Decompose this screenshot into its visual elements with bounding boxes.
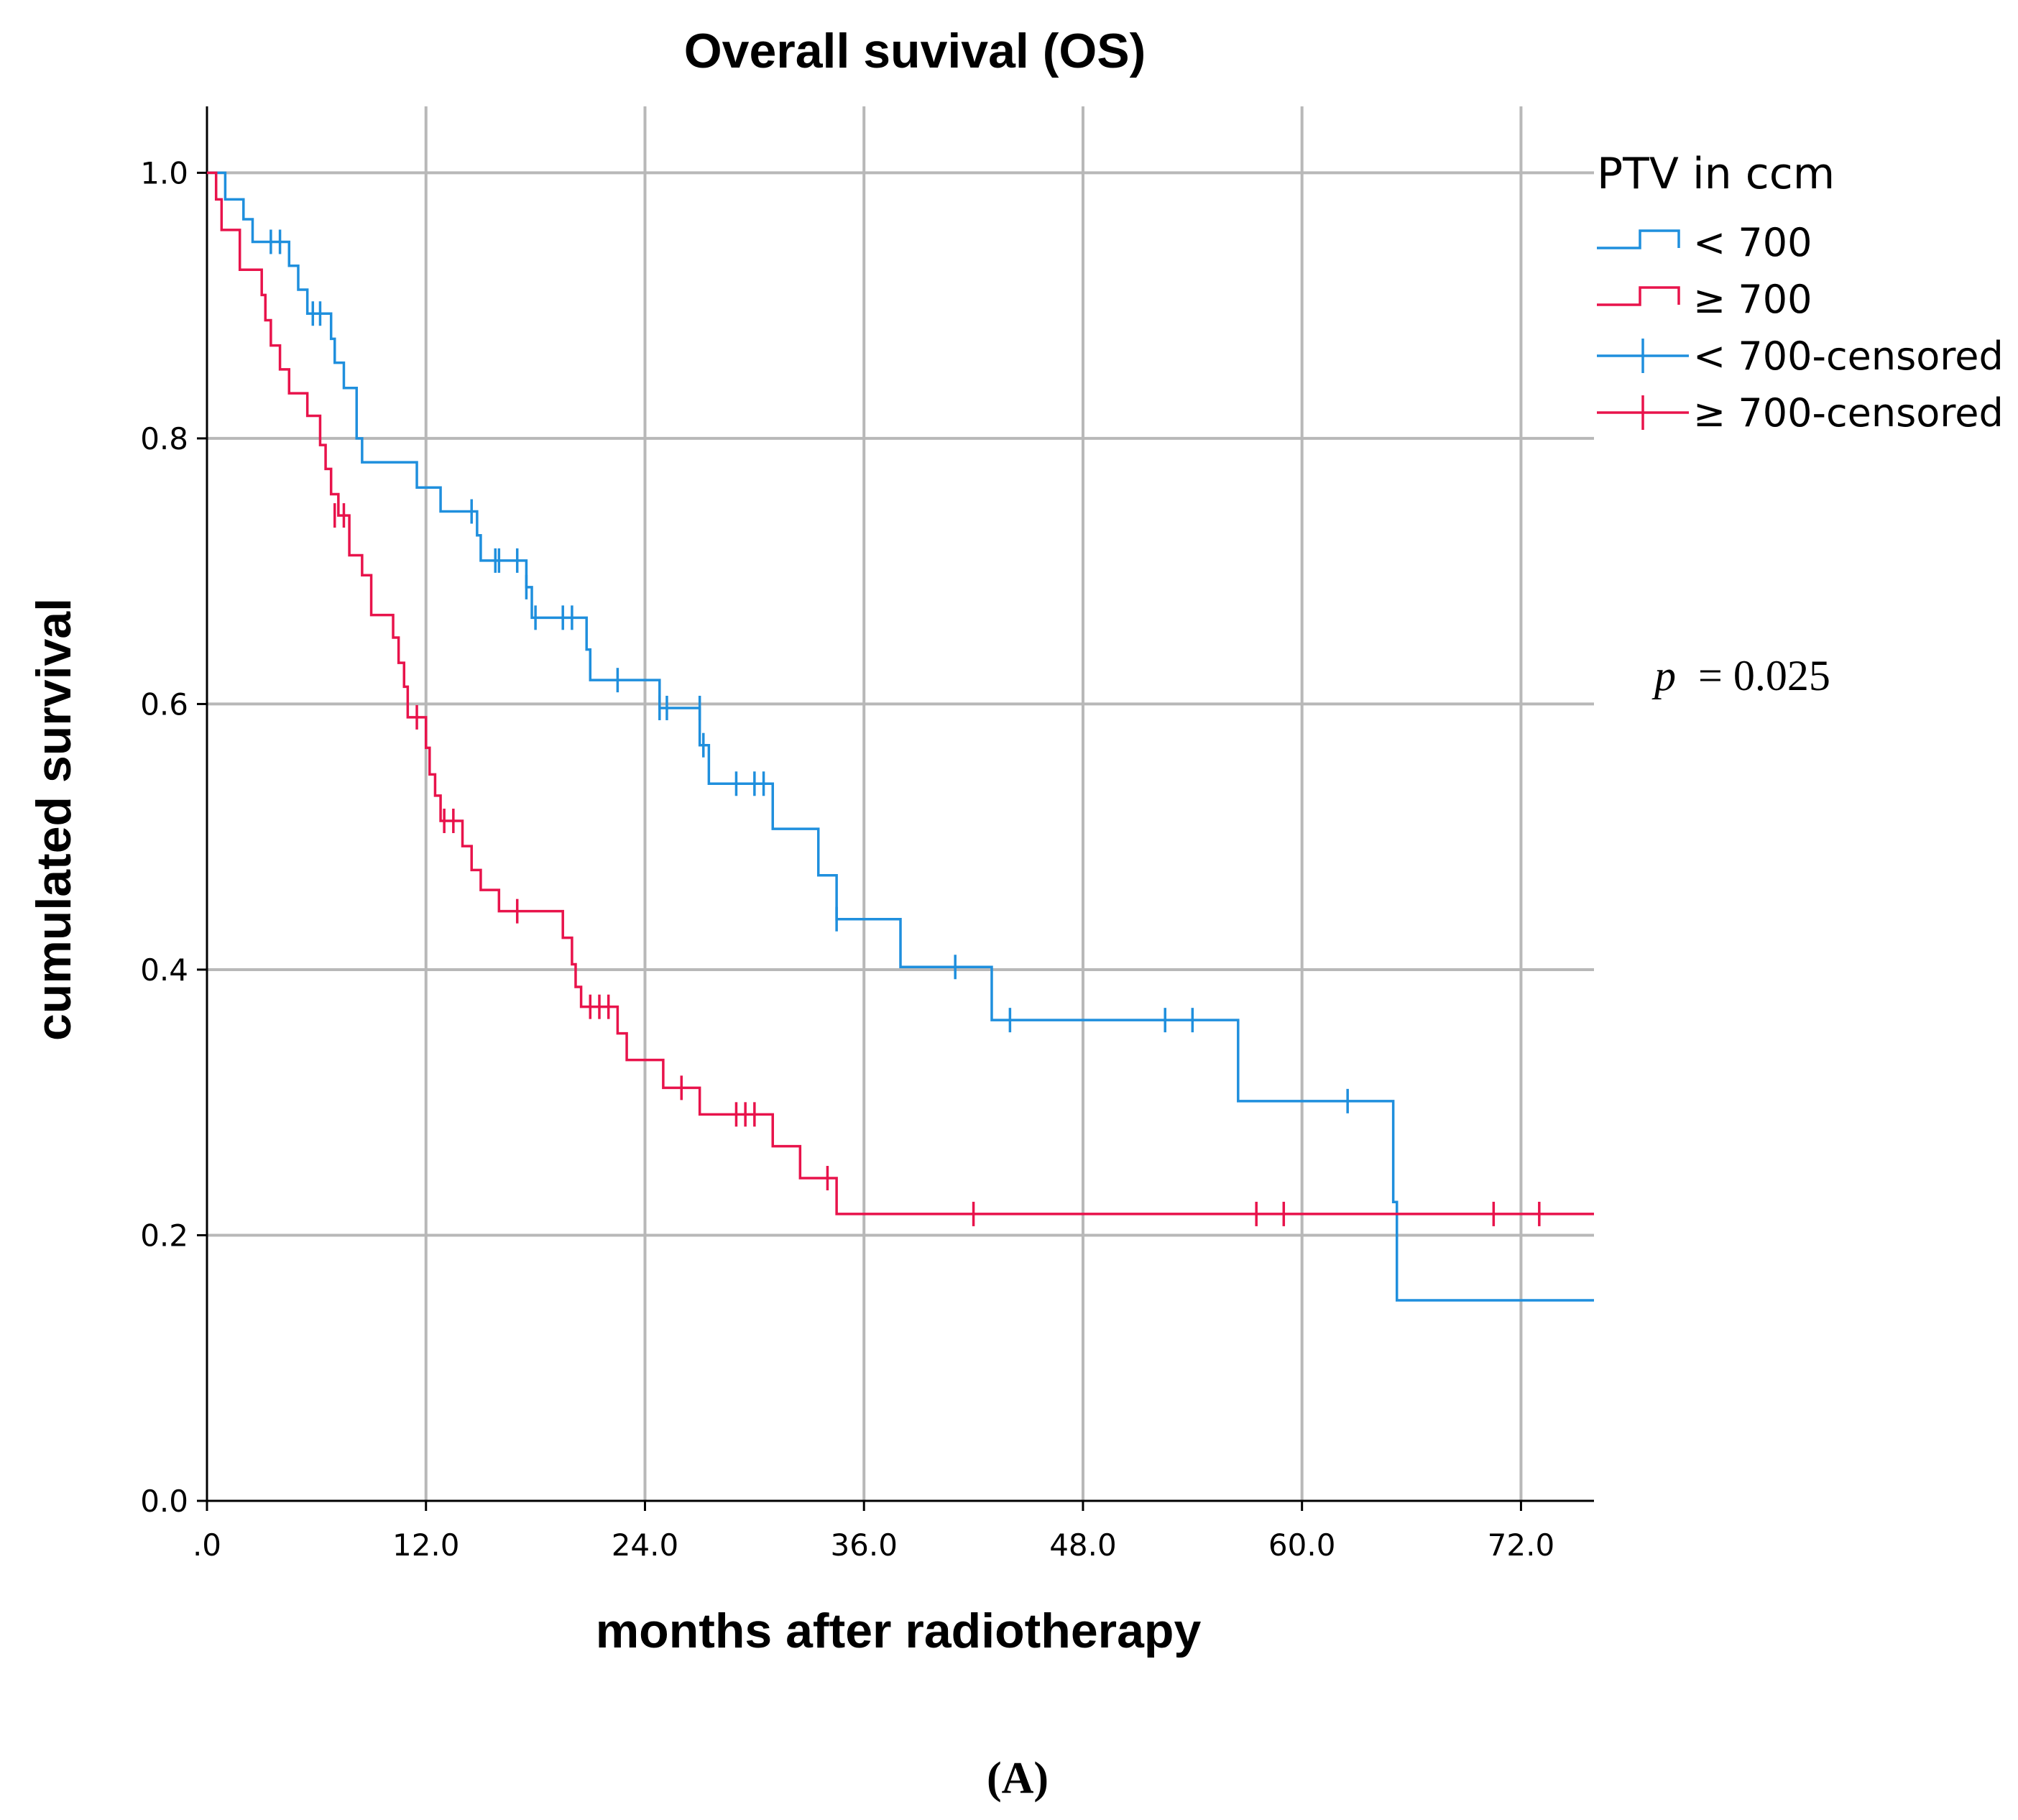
- p-value-text: = 0.025: [1698, 652, 1830, 699]
- series-0-step-line: [207, 171, 1594, 1302]
- y-tick-label-4: 0.8: [140, 421, 188, 456]
- grid-lines: [207, 106, 1594, 1501]
- legend-label-1: ≥ 700: [1693, 277, 1812, 322]
- legend-label-3: ≥ 700-censored: [1693, 390, 2004, 436]
- y-axis-label: cumulated survival: [27, 598, 81, 1041]
- y-tick-label-0: 0.0: [140, 1484, 188, 1519]
- x-tick-label-5: 60.0: [1268, 1527, 1336, 1563]
- legend-entry-0: < 700: [1597, 220, 1812, 265]
- y-tick-labels: 0.0 0.2 0.4 0.6 0.8 1.0: [140, 155, 188, 1519]
- svg-text:p = 0.025: p = 0.025: [1651, 652, 1830, 699]
- x-tick-label-3: 36.0: [830, 1527, 898, 1563]
- legend-title: PTV in ccm: [1597, 149, 1835, 199]
- y-tick-label-2: 0.4: [140, 952, 188, 988]
- p-value-symbol: p: [1651, 652, 1676, 699]
- legend-swatch-0: [1597, 229, 1680, 249]
- series-1-step-line: [207, 171, 1594, 1215]
- legend-entry-1: ≥ 700: [1597, 277, 1812, 322]
- legend-swatch-1: [1597, 286, 1680, 306]
- legend-entry-3: ≥ 700-censored: [1597, 390, 2004, 436]
- p-value-annotation: p = 0.025: [1651, 652, 1830, 699]
- panel-label: (A): [987, 1754, 1049, 1803]
- x-tick-label-6: 72.0: [1488, 1527, 1555, 1563]
- y-tick-label-5: 1.0: [140, 155, 188, 190]
- x-tick-label-0: .0: [193, 1527, 221, 1563]
- x-tick-label-2: 24.0: [612, 1527, 679, 1563]
- y-tick-label-1: 0.2: [140, 1218, 188, 1253]
- x-tick-labels: .0 12.0 24.0 36.0 48.0 60.0 72.0: [193, 1527, 1554, 1563]
- series-0: [207, 171, 1594, 1302]
- series-layer: [207, 171, 1594, 1302]
- chart-title: Overall suvival (OS): [684, 24, 1146, 78]
- x-axis-label: months after radiotherapy: [596, 1604, 1202, 1658]
- x-tick-label-4: 48.0: [1049, 1527, 1117, 1563]
- y-tick-label-3: 0.6: [140, 686, 188, 722]
- x-tick-label-1: 12.0: [392, 1527, 460, 1563]
- legend-label-0: < 700: [1693, 220, 1812, 265]
- axes: [197, 106, 1594, 1511]
- legend-entry-2: < 700-censored: [1597, 334, 2004, 379]
- legend: PTV in ccm < 700 ≥ 700 < 700-censored ≥ 700…: [1597, 149, 2004, 436]
- series-1: [207, 171, 1594, 1226]
- legend-label-2: < 700-censored: [1693, 334, 2004, 379]
